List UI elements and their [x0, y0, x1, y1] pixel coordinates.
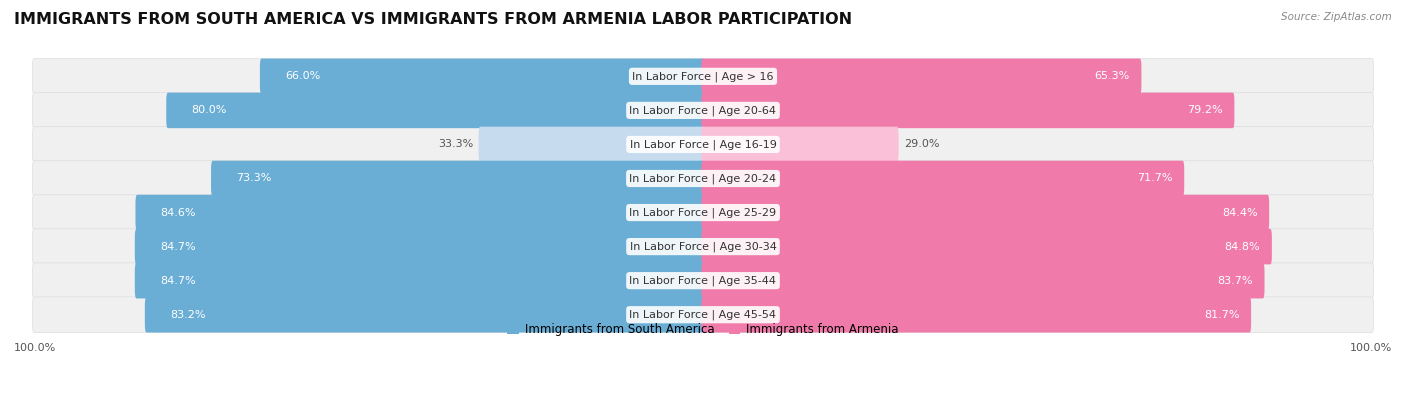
Text: IMMIGRANTS FROM SOUTH AMERICA VS IMMIGRANTS FROM ARMENIA LABOR PARTICIPATION: IMMIGRANTS FROM SOUTH AMERICA VS IMMIGRA… [14, 12, 852, 27]
FancyBboxPatch shape [32, 195, 1374, 230]
Text: In Labor Force | Age 45-54: In Labor Force | Age 45-54 [630, 309, 776, 320]
FancyBboxPatch shape [32, 229, 1374, 264]
Text: In Labor Force | Age 30-34: In Labor Force | Age 30-34 [630, 241, 776, 252]
FancyBboxPatch shape [478, 127, 704, 162]
FancyBboxPatch shape [260, 58, 704, 94]
Text: 100.0%: 100.0% [14, 342, 56, 353]
Text: 66.0%: 66.0% [285, 71, 321, 81]
FancyBboxPatch shape [211, 161, 704, 196]
Text: 84.8%: 84.8% [1225, 242, 1260, 252]
Text: Source: ZipAtlas.com: Source: ZipAtlas.com [1281, 12, 1392, 22]
FancyBboxPatch shape [135, 263, 704, 299]
FancyBboxPatch shape [32, 263, 1374, 299]
Text: In Labor Force | Age 20-24: In Labor Force | Age 20-24 [630, 173, 776, 184]
Text: In Labor Force | Age 25-29: In Labor Force | Age 25-29 [630, 207, 776, 218]
Text: 100.0%: 100.0% [1350, 342, 1392, 353]
Text: 84.7%: 84.7% [160, 242, 195, 252]
Text: 71.7%: 71.7% [1137, 173, 1173, 184]
FancyBboxPatch shape [135, 195, 704, 230]
FancyBboxPatch shape [702, 58, 1142, 94]
Legend: Immigrants from South America, Immigrants from Armenia: Immigrants from South America, Immigrant… [502, 318, 904, 341]
Text: In Labor Force | Age 16-19: In Labor Force | Age 16-19 [630, 139, 776, 150]
FancyBboxPatch shape [702, 229, 1272, 264]
Text: In Labor Force | Age 35-44: In Labor Force | Age 35-44 [630, 275, 776, 286]
FancyBboxPatch shape [166, 92, 704, 128]
FancyBboxPatch shape [145, 297, 704, 333]
FancyBboxPatch shape [702, 161, 1184, 196]
Text: 80.0%: 80.0% [191, 105, 226, 115]
Text: 65.3%: 65.3% [1094, 71, 1130, 81]
FancyBboxPatch shape [32, 161, 1374, 196]
Text: 83.7%: 83.7% [1218, 276, 1253, 286]
FancyBboxPatch shape [32, 127, 1374, 162]
FancyBboxPatch shape [702, 127, 898, 162]
Text: In Labor Force | Age 20-64: In Labor Force | Age 20-64 [630, 105, 776, 116]
FancyBboxPatch shape [32, 92, 1374, 128]
Text: 81.7%: 81.7% [1204, 310, 1240, 320]
FancyBboxPatch shape [702, 92, 1234, 128]
Text: 84.7%: 84.7% [160, 276, 195, 286]
FancyBboxPatch shape [32, 297, 1374, 333]
FancyBboxPatch shape [702, 297, 1251, 333]
Text: 73.3%: 73.3% [236, 173, 271, 184]
FancyBboxPatch shape [702, 195, 1270, 230]
FancyBboxPatch shape [32, 58, 1374, 94]
Text: 83.2%: 83.2% [170, 310, 205, 320]
FancyBboxPatch shape [135, 229, 704, 264]
Text: In Labor Force | Age > 16: In Labor Force | Age > 16 [633, 71, 773, 82]
Text: 84.4%: 84.4% [1222, 207, 1257, 218]
FancyBboxPatch shape [702, 263, 1264, 299]
Text: 84.6%: 84.6% [160, 207, 195, 218]
Text: 29.0%: 29.0% [904, 139, 939, 149]
Text: 79.2%: 79.2% [1187, 105, 1223, 115]
Text: 33.3%: 33.3% [439, 139, 474, 149]
